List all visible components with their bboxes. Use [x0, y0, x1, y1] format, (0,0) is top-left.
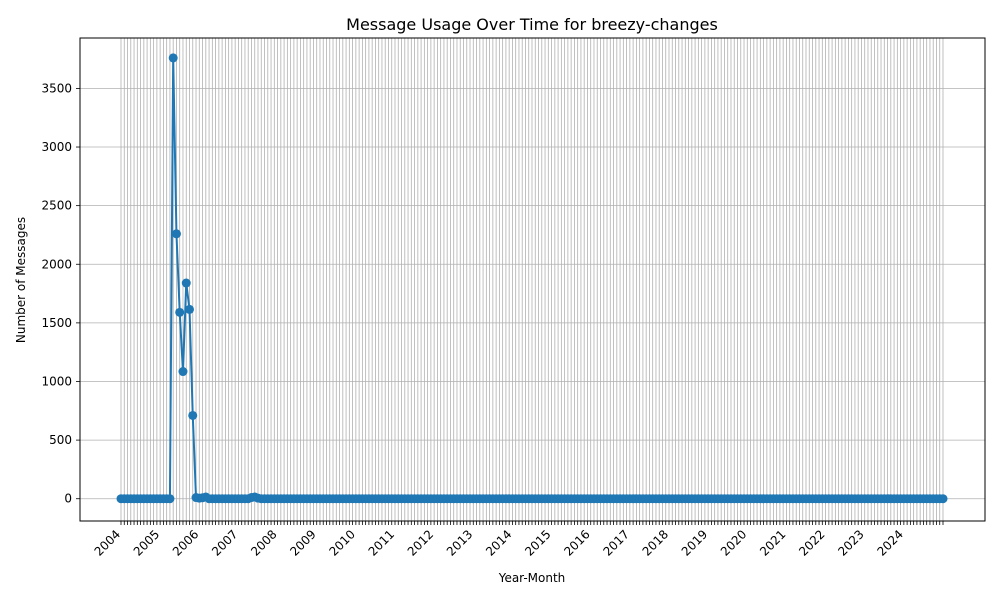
data-point: [171, 229, 181, 239]
y-tick-label: 2500: [41, 199, 72, 213]
chart-title: Message Usage Over Time for breezy-chang…: [346, 15, 718, 34]
y-tick-label: 0: [64, 492, 72, 506]
data-point: [165, 494, 175, 504]
data-point: [175, 307, 185, 317]
data-point: [938, 494, 948, 504]
y-tick-label: 1000: [41, 374, 72, 388]
y-tick-label: 500: [49, 433, 72, 447]
y-axis-label: Number of Messages: [14, 217, 28, 343]
y-ticks: 0 500 1000 1500 2000 2500 3000 3500: [41, 81, 80, 506]
data-point: [168, 53, 178, 63]
series-markers: [116, 53, 948, 504]
x-axis-label: Year-Month: [498, 571, 566, 585]
plot-frame: [79, 37, 986, 522]
data-point: [181, 278, 191, 288]
y-tick-label: 3500: [41, 81, 72, 95]
y-tick-label: 3000: [41, 140, 72, 154]
data-point: [178, 367, 188, 377]
y-tick-label: 2000: [41, 257, 72, 271]
y-tick-label: 1500: [41, 316, 72, 330]
data-point: [188, 410, 198, 420]
data-point: [185, 304, 194, 314]
